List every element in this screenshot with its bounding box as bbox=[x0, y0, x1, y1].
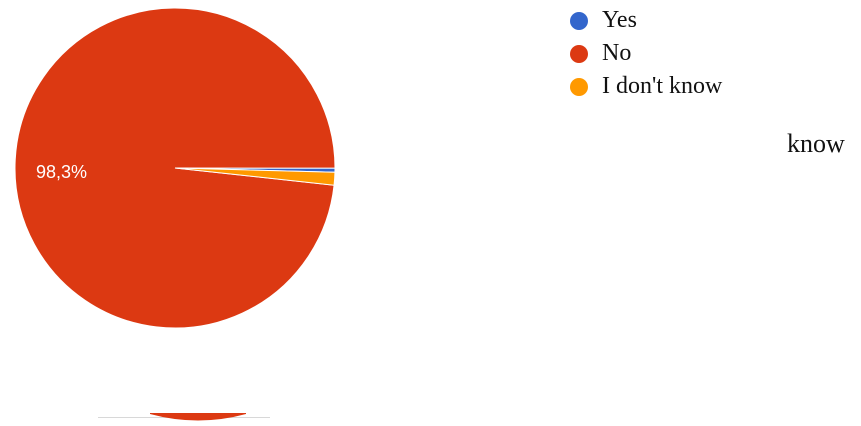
legend-label-yes: Yes bbox=[602, 7, 637, 33]
legend: Yes No I don't know bbox=[570, 4, 722, 103]
legend-swatch-no bbox=[570, 44, 588, 63]
pie-fragment-arc bbox=[150, 413, 246, 421]
legend-swatch-dont-know bbox=[570, 77, 588, 96]
pie-data-label-no: 98,3% bbox=[36, 162, 87, 182]
legend-item-yes: Yes bbox=[570, 4, 722, 37]
pie-slice-dont-know bbox=[174, 167, 336, 186]
legend-item-dont-know: I don't know bbox=[570, 70, 722, 103]
legend-swatch-yes bbox=[570, 11, 588, 30]
legend-label-no: No bbox=[602, 40, 632, 66]
legend-item-no: No bbox=[570, 37, 722, 70]
legend-label-dont-know: I don't know bbox=[602, 73, 723, 99]
side-text: know bbox=[787, 129, 845, 158]
